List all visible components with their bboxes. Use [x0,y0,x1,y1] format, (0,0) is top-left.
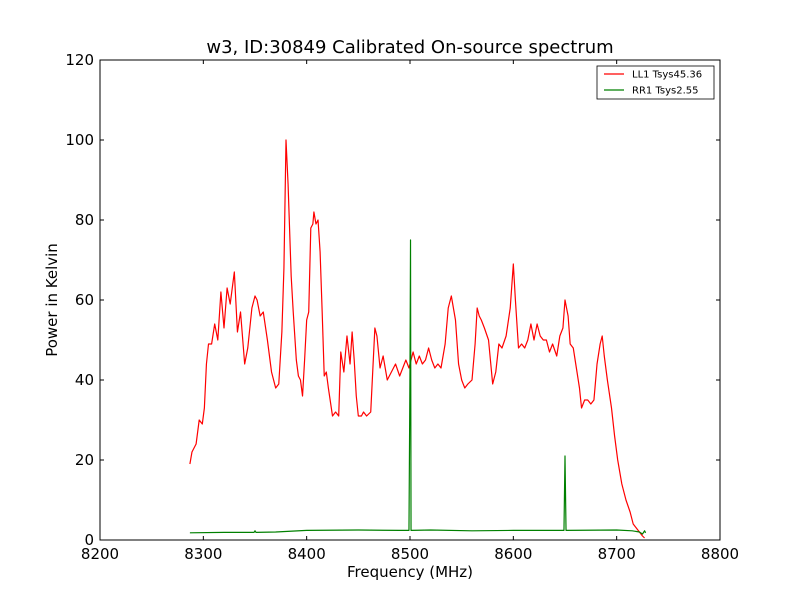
x-tick-label: 8300 [184,545,222,563]
x-tick-label: 8200 [81,545,119,563]
x-tick-label: 8800 [701,545,739,563]
chart-title: w3, ID:30849 Calibrated On-source spectr… [206,37,613,58]
y-tick-label: 60 [75,291,94,309]
x-axis-label: Frequency (MHz) [347,563,473,581]
y-tick-label: 0 [84,531,94,549]
y-axis-label: Power in Kelvin [43,243,61,357]
x-tick-label: 8400 [288,545,326,563]
x-tick-label: 8700 [598,545,636,563]
y-tick-label: 40 [75,371,94,389]
legend-label-ll1: LL1 Tsys45.36 [632,70,702,81]
ticks-layer: 8200 8300 8400 8500 8600 8700 8800 0 20 40 60 80 100… [65,51,739,563]
series-line-rr1 [189,239,647,535]
legend-label-rr1: RR1 Tsys2.55 [632,86,699,97]
y-tick-label: 80 [75,211,94,229]
legend: LL1 Tsys45.36 RR1 Tsys2.55 [596,65,715,100]
series-line-ll1 [189,139,645,539]
y-tick-label: 100 [65,131,94,149]
legend-box [596,65,715,100]
plot-frame [99,59,721,541]
y-tick-label: 20 [75,451,94,469]
y-tick-label: 120 [65,51,94,69]
x-tick-label: 8600 [494,545,532,563]
series-layer [189,139,647,539]
x-tick-label: 8500 [391,545,429,563]
